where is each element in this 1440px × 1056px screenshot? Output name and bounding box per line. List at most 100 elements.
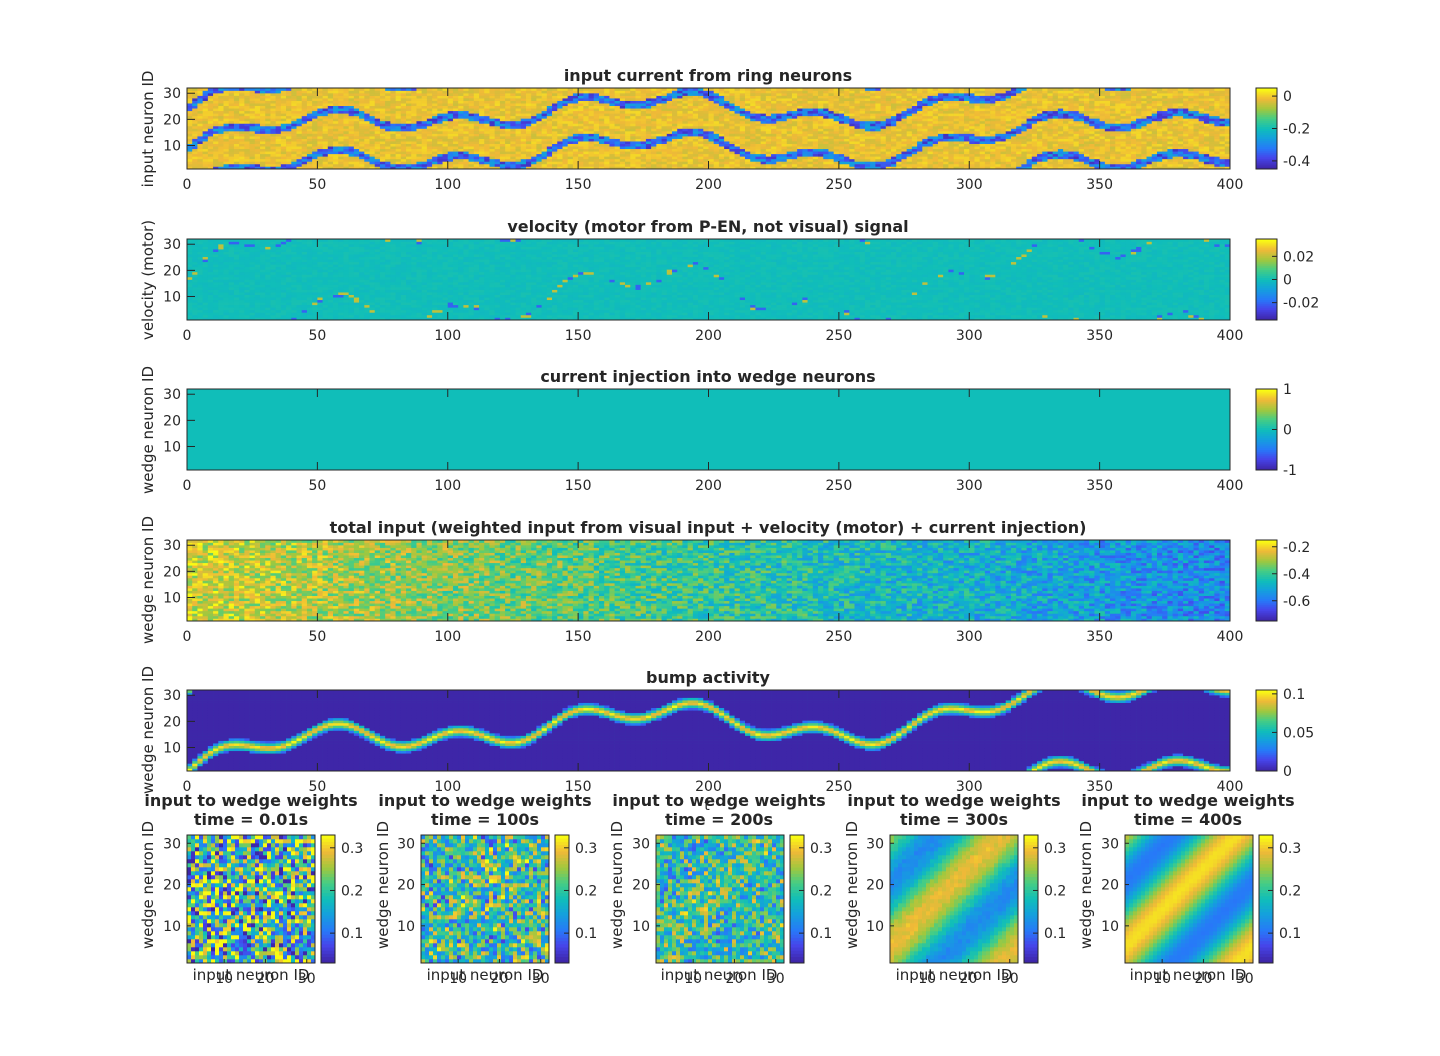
heatmap-cell	[651, 151, 657, 154]
heatmap-cell	[317, 91, 323, 94]
heatmap-cell	[536, 123, 542, 126]
heatmap-cell	[531, 144, 537, 147]
heatmap-cell	[672, 164, 678, 167]
heatmap-cell	[724, 144, 730, 147]
heatmap-cell	[203, 149, 209, 152]
heatmap-cell	[547, 118, 553, 121]
heatmap-cell	[709, 151, 715, 154]
heatmap-cell	[281, 126, 287, 129]
heatmap-cell	[427, 126, 433, 129]
heatmap-cell	[776, 111, 782, 114]
heatmap-cell	[688, 141, 694, 144]
heatmap-cell	[609, 129, 615, 132]
heatmap-cell	[693, 101, 699, 104]
heatmap-cell	[302, 108, 308, 111]
heatmap-cell	[677, 149, 683, 152]
heatmap-cell	[620, 113, 626, 116]
heatmap-cell	[401, 159, 407, 162]
heatmap-cell	[719, 136, 725, 139]
heatmap-cell	[625, 93, 631, 96]
heatmap-cell	[432, 116, 438, 119]
heatmap-cell	[594, 116, 600, 119]
heatmap-cell	[328, 108, 334, 111]
heatmap-cell	[291, 116, 297, 119]
heatmap-cell	[583, 103, 589, 106]
heatmap-cell	[291, 139, 297, 142]
heatmap-cell	[359, 136, 365, 139]
heatmap-cell	[672, 106, 678, 109]
heatmap-cell	[448, 111, 454, 114]
heatmap-cell	[755, 116, 761, 119]
heatmap-cell	[620, 131, 626, 134]
heatmap-cell	[776, 91, 782, 94]
heatmap-cell	[552, 161, 558, 164]
heatmap-cell	[693, 103, 699, 106]
heatmap-cell	[662, 154, 668, 157]
heatmap-cell	[521, 118, 527, 121]
heatmap-cell	[354, 129, 360, 132]
heatmap-cell	[703, 136, 709, 139]
heatmap-cell	[343, 141, 349, 144]
heatmap-cell	[453, 91, 459, 94]
heatmap-cell	[656, 159, 662, 162]
heatmap-cell	[729, 93, 735, 96]
heatmap-cell	[667, 144, 673, 147]
heatmap-cell	[463, 123, 469, 126]
heatmap-cell	[505, 129, 511, 132]
heatmap-cell	[333, 121, 339, 124]
heatmap-cell	[396, 139, 402, 142]
heatmap-cell	[714, 129, 720, 132]
heatmap-cell	[599, 121, 605, 124]
heatmap-cell	[735, 134, 741, 137]
heatmap-cell	[500, 118, 506, 121]
heatmap-cell	[390, 164, 396, 167]
heatmap-cell	[203, 156, 209, 159]
heatmap-cell	[343, 113, 349, 116]
heatmap-cell	[463, 118, 469, 121]
heatmap-cell	[437, 164, 443, 167]
heatmap-cell	[416, 91, 422, 94]
heatmap-cell	[489, 106, 495, 109]
heatmap-cell	[625, 154, 631, 157]
heatmap-cell	[573, 134, 579, 137]
heatmap-cell	[343, 164, 349, 167]
heatmap-cell	[755, 123, 761, 126]
heatmap-cell	[589, 123, 595, 126]
heatmap-cell	[276, 108, 282, 111]
heatmap-cell	[620, 139, 626, 142]
heatmap-cell	[750, 129, 756, 132]
heatmap-cell	[724, 151, 730, 154]
heatmap-cell	[203, 154, 209, 157]
heatmap-cell	[380, 131, 386, 134]
heatmap-cell	[667, 164, 673, 167]
heatmap-cell	[265, 156, 271, 159]
heatmap-cell	[521, 141, 527, 144]
heatmap-cell	[761, 118, 767, 121]
heatmap-cell	[213, 121, 219, 124]
heatmap-cell	[307, 101, 313, 104]
heatmap-cell	[667, 154, 673, 157]
heatmap-cell	[735, 126, 741, 129]
heatmap-cell	[667, 118, 673, 121]
heatmap-cell	[213, 156, 219, 159]
heatmap-cell	[625, 113, 631, 116]
heatmap-cell	[416, 108, 422, 111]
heatmap-cell	[729, 146, 735, 149]
heatmap-cell	[276, 126, 282, 129]
heatmap-cell	[281, 111, 287, 114]
heatmap-cell	[547, 126, 553, 129]
heatmap-cell	[630, 161, 636, 164]
heatmap-cell	[620, 154, 626, 157]
heatmap-cell	[625, 118, 631, 121]
heatmap-cell	[583, 123, 589, 126]
heatmap-cell	[333, 98, 339, 101]
heatmap-cell	[552, 131, 558, 134]
heatmap-cell	[547, 123, 553, 126]
heatmap-cell	[698, 103, 704, 106]
heatmap-cell	[568, 96, 574, 99]
heatmap-cell	[547, 96, 553, 99]
heatmap-cell	[208, 123, 214, 126]
heatmap-cell	[453, 149, 459, 152]
heatmap-cell	[416, 151, 422, 154]
